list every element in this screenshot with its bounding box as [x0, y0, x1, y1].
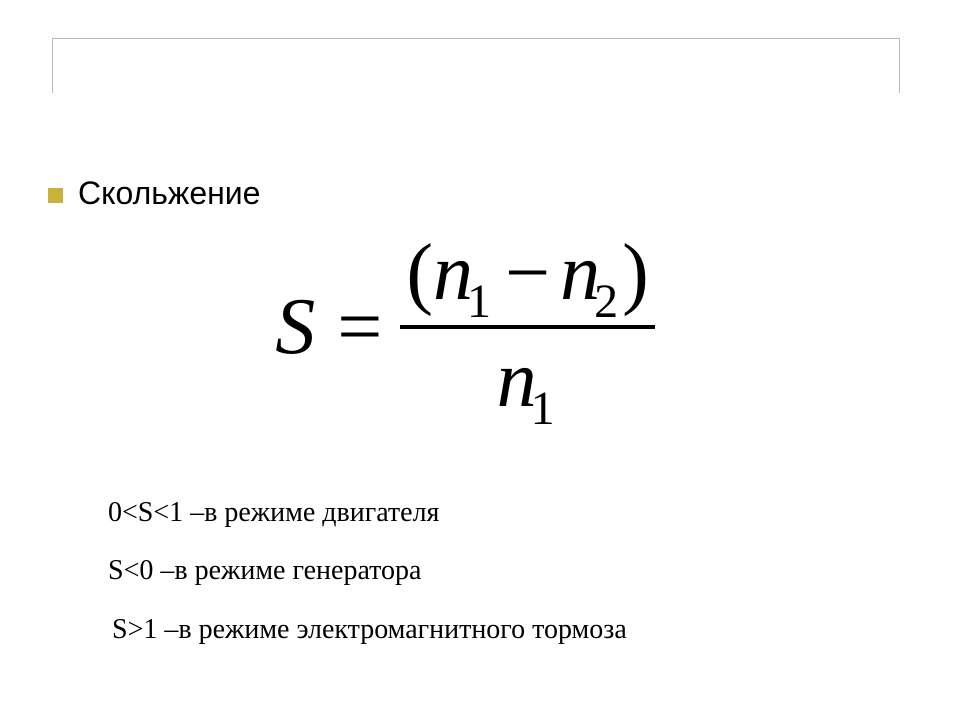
sub-1a: 1 — [467, 274, 491, 329]
slide-frame-right — [899, 38, 900, 93]
formula-numerator: ( n 1 − n 2 ) — [400, 228, 654, 319]
condition-motor: 0<S<1 –в режиме двигателя — [108, 497, 439, 529]
heading-row: Скольжение — [48, 175, 260, 212]
bullet-square-icon — [48, 188, 63, 203]
formula-denominator: n 1 — [491, 335, 565, 426]
formula-lhs: S — [275, 282, 315, 373]
slip-formula: S = ( n 1 − n 2 ) n 1 — [175, 228, 755, 426]
sub-1b: 1 — [531, 381, 555, 436]
heading-text: Скольжение — [78, 175, 260, 212]
slide-frame-left — [52, 38, 53, 93]
formula-fraction: ( n 1 − n 2 ) n 1 — [400, 228, 654, 426]
minus-sign: − — [505, 228, 550, 319]
sub-2: 2 — [594, 274, 618, 329]
rparen: ) — [622, 228, 649, 319]
slide-frame-top — [52, 38, 900, 39]
condition-brake: S>1 –в режиме электромагнитного тормоза — [112, 614, 627, 646]
condition-generator: S<0 –в режиме генератора — [108, 555, 421, 587]
lparen: ( — [406, 228, 433, 319]
formula-equals: = — [337, 282, 382, 373]
